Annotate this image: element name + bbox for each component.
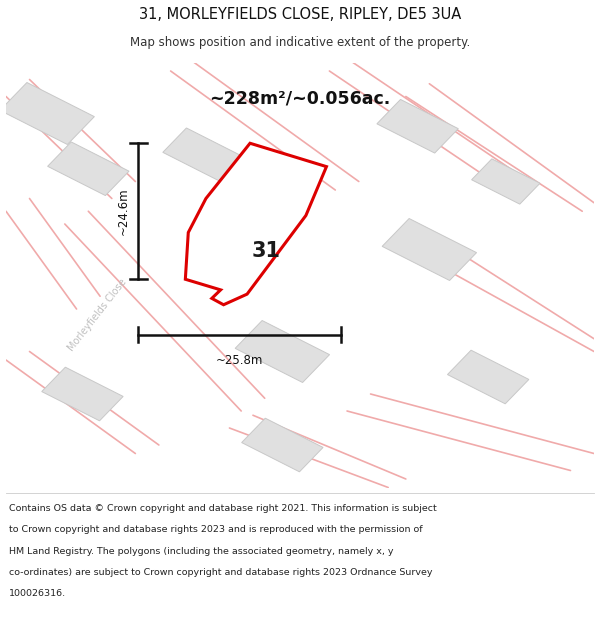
- Text: to Crown copyright and database rights 2023 and is reproduced with the permissio: to Crown copyright and database rights 2…: [9, 525, 422, 534]
- Text: 31: 31: [251, 241, 280, 261]
- Polygon shape: [448, 350, 529, 404]
- Text: ~228m²/~0.056ac.: ~228m²/~0.056ac.: [209, 89, 391, 107]
- Text: 100026316.: 100026316.: [9, 589, 66, 598]
- Text: ~24.6m: ~24.6m: [117, 188, 130, 235]
- Polygon shape: [382, 219, 476, 281]
- Polygon shape: [0, 82, 94, 144]
- Text: 31, MORLEYFIELDS CLOSE, RIPLEY, DE5 3UA: 31, MORLEYFIELDS CLOSE, RIPLEY, DE5 3UA: [139, 6, 461, 21]
- Text: co-ordinates) are subject to Crown copyright and database rights 2023 Ordnance S: co-ordinates) are subject to Crown copyr…: [9, 568, 433, 577]
- Polygon shape: [242, 418, 323, 472]
- Polygon shape: [377, 99, 458, 153]
- Text: HM Land Registry. The polygons (including the associated geometry, namely x, y: HM Land Registry. The polygons (includin…: [9, 547, 394, 556]
- Text: Map shows position and indicative extent of the property.: Map shows position and indicative extent…: [130, 36, 470, 49]
- Polygon shape: [185, 143, 326, 305]
- Polygon shape: [472, 159, 540, 204]
- Polygon shape: [42, 368, 123, 421]
- Polygon shape: [163, 128, 249, 184]
- Polygon shape: [47, 142, 129, 196]
- Polygon shape: [235, 321, 329, 382]
- Text: Contains OS data © Crown copyright and database right 2021. This information is : Contains OS data © Crown copyright and d…: [9, 504, 437, 513]
- Text: Morleyfields Close: Morleyfields Close: [66, 278, 128, 353]
- Text: ~25.8m: ~25.8m: [216, 354, 263, 367]
